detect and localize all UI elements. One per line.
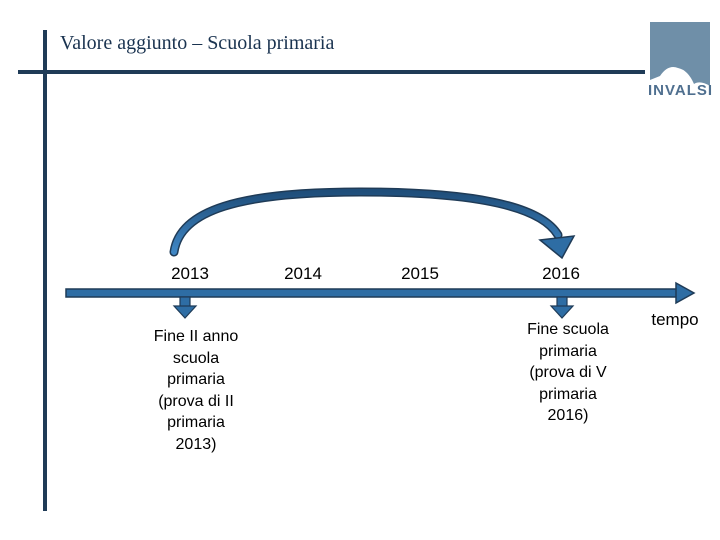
end-description-line: Fine scuola [527, 321, 609, 338]
end-description: Fine scuola primaria (prova di V primari… [513, 319, 623, 427]
end-description-line: (prova di V [529, 364, 607, 381]
left-vertical-rule [43, 30, 47, 511]
time-axis-label: tempo [651, 310, 699, 329]
start-description-line: 2013) [175, 435, 217, 453]
invalsi-logo [650, 22, 710, 86]
year-label-2016: 2016 [542, 264, 580, 283]
year-label-2014: 2014 [284, 264, 322, 283]
year-label-2013: 2013 [171, 264, 209, 283]
end-description-line: primaria [539, 342, 597, 360]
start-description-line: Fine II anno [153, 328, 239, 345]
slide-title: Valore aggiunto – Scuola primaria [60, 32, 335, 54]
marker-2013-tip [172, 305, 198, 319]
start-description-line: scuola [172, 349, 220, 367]
start-description-line: primaria [167, 371, 225, 388]
start-description-line: primaria [167, 414, 225, 431]
span-arc-arrowhead [538, 235, 576, 260]
end-description-line: 2016) [547, 407, 589, 424]
invalsi-logo-text: INVALSI [648, 82, 714, 99]
start-description: Fine II anno scuola primaria (prova di I… [141, 326, 251, 455]
title-underline-rule [18, 70, 645, 74]
start-description-line: (prova di II [158, 392, 234, 410]
marker-2016-tip [549, 305, 575, 319]
timeline-arrowhead [675, 281, 696, 305]
end-description-line: primaria [539, 385, 597, 403]
year-label-2015: 2015 [401, 264, 439, 283]
timeline-axis [65, 288, 679, 298]
